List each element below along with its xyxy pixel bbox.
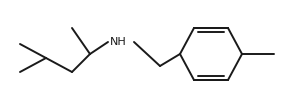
Text: NH: NH [110,37,126,47]
